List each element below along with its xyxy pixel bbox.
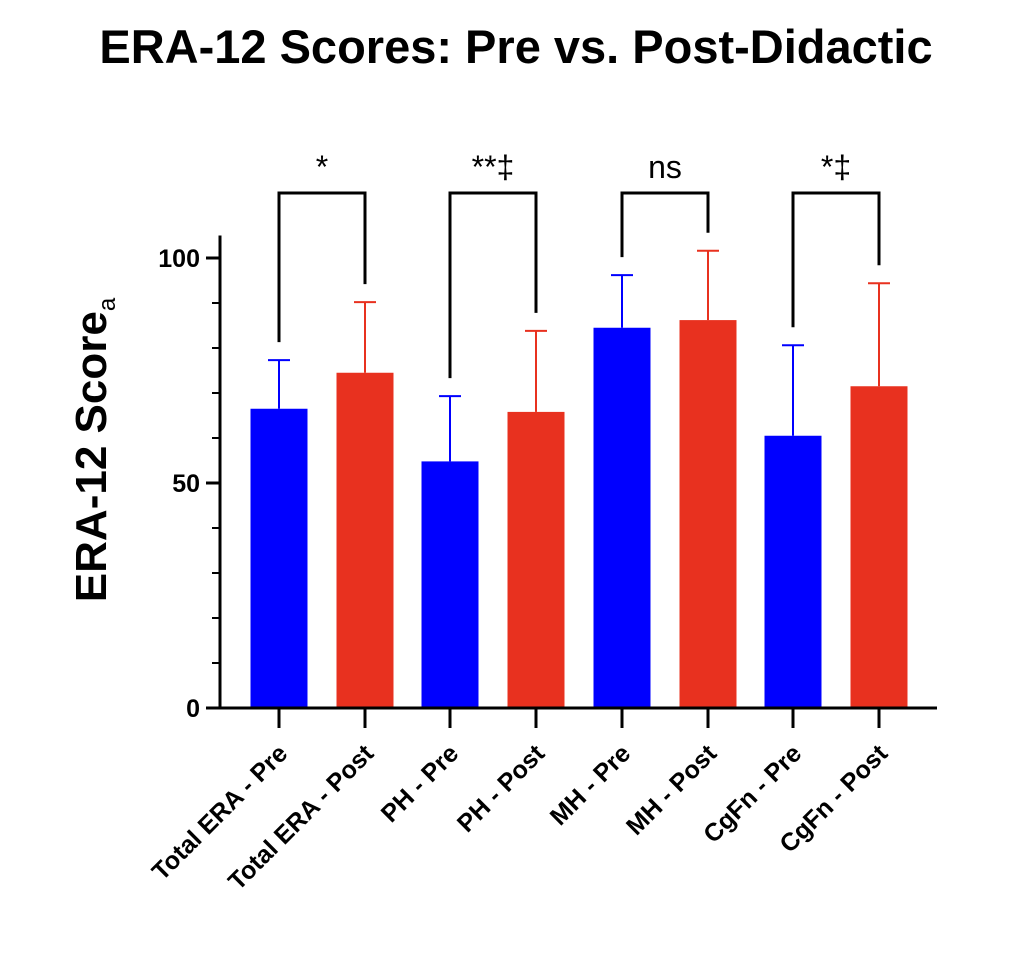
bar-2	[421, 461, 479, 708]
x-tick-label-4: MH - Pre	[545, 739, 637, 831]
significance-label-1: **‡	[472, 149, 515, 185]
y-tick-label-50: 50	[172, 470, 200, 498]
bar-1	[336, 372, 394, 708]
y-tick-label-100: 100	[158, 245, 200, 273]
y-axis-label: ERA-12 Scorea	[67, 297, 121, 602]
y-tick-label-0: 0	[186, 695, 200, 723]
x-tick-label-2: PH - Pre	[376, 739, 465, 828]
significance-bracket-1	[448, 191, 538, 379]
bar-4	[593, 327, 651, 708]
significance-label-3: *‡	[821, 149, 851, 185]
significance-bracket-2	[620, 191, 710, 258]
significance-label-0: *	[316, 149, 328, 185]
significance-label-2: ns	[648, 149, 682, 185]
bar-5	[679, 320, 737, 708]
x-tick-label-3: PH - Post	[452, 739, 551, 838]
significance-bracket-3	[791, 191, 881, 328]
bar-7	[850, 386, 908, 708]
y-axis-label-subscript: a	[94, 297, 121, 311]
x-tick-label-1: Total ERA - Post	[223, 739, 380, 896]
y-axis-label-text: ERA-12 Score	[67, 311, 116, 602]
bar-3	[507, 411, 565, 708]
bar-6	[764, 435, 822, 708]
significance-bracket-0	[277, 191, 367, 343]
bar-0	[250, 408, 308, 708]
chart-title: ERA-12 Scores: Pre vs. Post-Didactic	[99, 20, 932, 73]
